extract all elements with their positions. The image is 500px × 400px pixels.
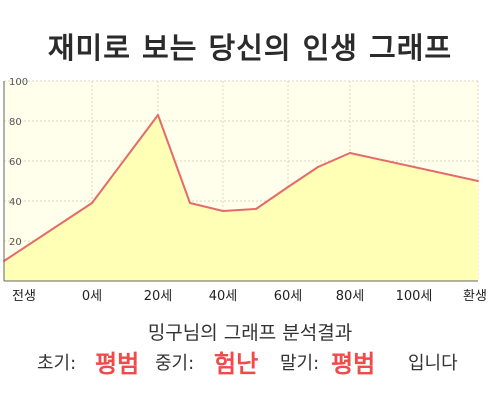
y-tick-label: 40 — [9, 197, 22, 208]
analysis-title: 밍구님의 그래프 분석결과 — [147, 322, 353, 344]
analysis-result-line: 초기: 평범 중기: 험난 말기: 평범 입니다 — [0, 346, 500, 382]
x-tick-label: 80세 — [336, 289, 365, 304]
x-tick-label: 전생 — [12, 289, 36, 304]
data-point — [255, 208, 257, 210]
late-result: 평범 — [331, 350, 376, 378]
data-point — [317, 166, 319, 168]
y-tick-label: 60 — [9, 157, 22, 168]
x-tick-label: 60세 — [274, 289, 303, 304]
y-tick-label: 80 — [9, 117, 22, 128]
y-tick-label: 100 — [9, 77, 28, 88]
x-tick-label: 20세 — [144, 289, 173, 304]
early-result: 평범 — [95, 350, 140, 378]
data-point — [222, 210, 224, 212]
x-tick-label: 100세 — [396, 289, 433, 304]
data-point — [349, 152, 351, 154]
data-point — [189, 202, 191, 204]
y-tick-label: 20 — [9, 237, 22, 248]
data-point — [91, 202, 93, 204]
middle-result: 험난 — [214, 350, 259, 378]
data-point — [157, 114, 159, 116]
x-tick-label: 40세 — [209, 289, 238, 304]
life-graph-chart: 20 40 60 80 100 전생 0세 20세 40세 60세 80세 100세 환생 — [3, 77, 487, 304]
middle-label: 중기: — [155, 353, 195, 374]
data-point — [477, 180, 479, 182]
late-label: 말기: — [280, 353, 320, 374]
page-title: 재미로 보는 당신의 인생 그래프 — [47, 31, 453, 65]
series-area — [4, 115, 478, 281]
data-point — [287, 186, 289, 188]
series-line — [3, 114, 479, 262]
ending-text: 입니다 — [408, 353, 458, 374]
x-tick-label: 환생 — [463, 289, 487, 304]
x-tick-label: 0세 — [82, 289, 102, 304]
early-label: 초기: — [37, 353, 77, 374]
